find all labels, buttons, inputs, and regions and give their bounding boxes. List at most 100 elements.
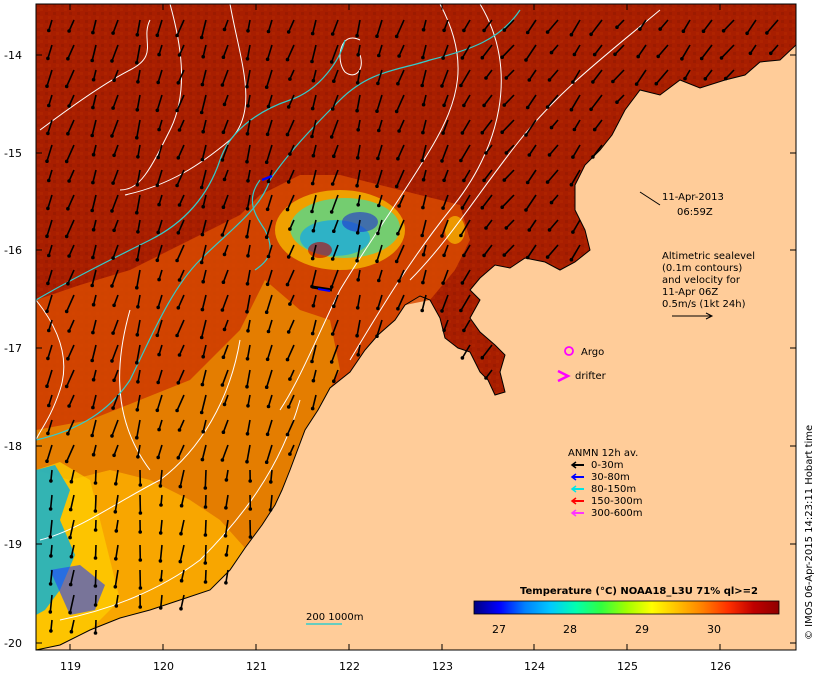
velocity-arrow xyxy=(115,594,119,607)
velocity-arrow-head xyxy=(111,31,115,35)
velocity-arrow xyxy=(136,344,141,363)
velocity-arrow-head xyxy=(199,260,204,265)
velocity-arrow-head xyxy=(356,53,361,57)
velocity-arrow xyxy=(48,319,53,331)
velocity-arrow xyxy=(270,469,273,482)
velocity-arrow xyxy=(286,194,295,210)
velocity-arrow-head xyxy=(524,58,528,62)
velocity-arrow xyxy=(505,144,515,154)
velocity-arrow xyxy=(67,44,75,60)
velocity-arrow xyxy=(112,19,119,34)
velocity-arrow-head xyxy=(589,32,593,37)
velocity-arrow xyxy=(246,344,251,359)
velocity-arrow-head xyxy=(286,405,291,409)
velocity-arrow-head xyxy=(179,578,184,583)
velocity-arrow-head xyxy=(157,202,161,207)
velocity-arrow xyxy=(483,94,493,106)
velocity-arrow xyxy=(421,219,427,236)
velocity-arrow-head xyxy=(421,27,426,32)
velocity-arrow-head xyxy=(703,77,708,81)
velocity-arrow xyxy=(286,119,295,135)
velocity-arrow-head xyxy=(176,156,181,160)
copyright-text: © IMOS 06-Apr-2015 14:23:11 Hobart time xyxy=(804,425,815,640)
velocity-arrow xyxy=(68,19,75,32)
velocity-arrow-head xyxy=(90,433,94,438)
velocity-arrow-head xyxy=(114,557,118,561)
velocity-arrow-head xyxy=(157,277,161,282)
velocity-arrow xyxy=(356,244,361,261)
velocity-arrow xyxy=(266,269,273,285)
velocity-arrow-head xyxy=(396,231,400,236)
velocity-arrow xyxy=(572,219,581,233)
velocity-arrow xyxy=(69,569,75,585)
velocity-arrow-head xyxy=(47,253,51,258)
velocity-arrow-head xyxy=(636,54,640,59)
velocity-arrow-head xyxy=(245,207,250,211)
velocity-arrow xyxy=(573,44,581,55)
velocity-arrow xyxy=(137,369,141,382)
velocity-arrow-head xyxy=(683,76,687,81)
velocity-arrow xyxy=(330,119,339,138)
velocity-arrow xyxy=(356,169,361,186)
velocity-arrow-head xyxy=(310,256,315,261)
velocity-arrow xyxy=(47,194,53,209)
velocity-arrow-head xyxy=(138,605,142,609)
velocity-arrow xyxy=(356,219,361,233)
velocity-arrow xyxy=(331,244,339,260)
velocity-arrow-head xyxy=(266,404,271,409)
velocity-arrow xyxy=(65,144,75,162)
velocity-arrow xyxy=(221,444,229,461)
velocity-arrow-head xyxy=(245,132,250,136)
velocity-arrow xyxy=(378,44,383,56)
velocity-arrow-head xyxy=(155,408,160,413)
velocity-arrow xyxy=(331,94,339,110)
velocity-arrow xyxy=(702,19,713,32)
velocity-arrow-head xyxy=(286,330,291,334)
velocity-arrow xyxy=(47,44,53,59)
velocity-arrow xyxy=(395,244,405,262)
velocity-arrow xyxy=(113,294,119,306)
lon-tick-label: 123 xyxy=(432,660,453,673)
velocity-arrow xyxy=(112,244,119,259)
velocity-arrow-head xyxy=(67,404,71,408)
velocity-arrow-head xyxy=(224,581,228,585)
velocity-arrow-head xyxy=(222,102,227,107)
velocity-arrow-head xyxy=(459,308,463,313)
velocity-arrow-head xyxy=(138,511,143,515)
velocity-arrow-head xyxy=(200,382,205,387)
velocity-arrow-head xyxy=(355,306,360,310)
velocity-arrow xyxy=(176,94,185,111)
velocity-arrow-head xyxy=(547,228,552,232)
velocity-arrow xyxy=(330,44,339,63)
velocity-arrow xyxy=(111,269,119,287)
velocity-arrow xyxy=(311,169,317,184)
velocity-arrow-head xyxy=(266,329,271,334)
velocity-arrow-head xyxy=(480,355,485,360)
velocity-arrow-head xyxy=(286,105,291,109)
velocity-arrow-head xyxy=(311,228,316,233)
coastline xyxy=(36,44,796,650)
velocity-arrow xyxy=(180,594,185,609)
velocity-arrow-head xyxy=(91,77,96,82)
velocity-arrow xyxy=(395,94,405,112)
velocity-arrow-head xyxy=(310,106,315,111)
velocity-arrow-head xyxy=(91,302,96,307)
velocity-arrow xyxy=(286,344,295,360)
velocity-arrow xyxy=(179,544,185,562)
velocity-arrow-head xyxy=(158,484,163,488)
velocity-arrow-head xyxy=(47,328,51,333)
altimetry-line-2: (0.1m contours) xyxy=(662,263,742,274)
velocity-arrow-head xyxy=(155,33,160,38)
velocity-arrow-head xyxy=(246,179,250,183)
anmn-legend-label: 0-30m xyxy=(591,460,623,471)
velocity-arrow-head xyxy=(176,306,181,310)
velocity-arrow xyxy=(111,419,119,437)
velocity-arrow xyxy=(159,469,163,486)
velocity-arrow xyxy=(137,69,141,82)
velocity-arrow xyxy=(115,544,119,559)
velocity-arrow-head xyxy=(47,28,51,33)
velocity-arrow-head xyxy=(571,230,575,234)
velocity-arrow-head xyxy=(93,584,98,588)
velocity-arrow-head xyxy=(222,177,227,182)
velocity-arrow-head xyxy=(156,455,160,460)
